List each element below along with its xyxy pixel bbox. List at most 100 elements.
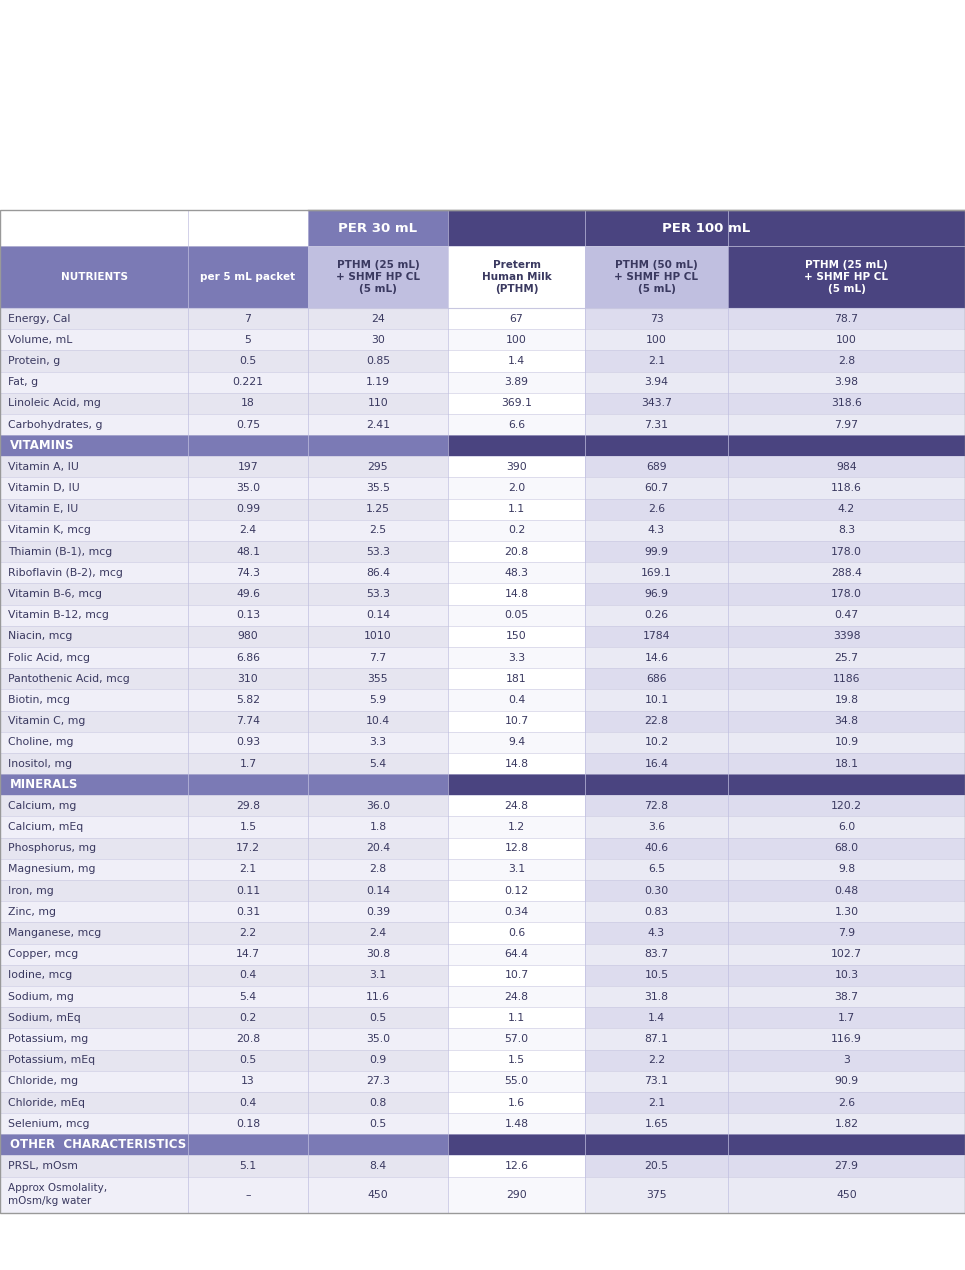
Text: 67: 67 <box>510 314 523 324</box>
Bar <box>448 1049 585 1071</box>
Text: 102.7: 102.7 <box>831 949 862 959</box>
Bar <box>448 246 585 309</box>
Text: Copper, mcg: Copper, mcg <box>8 949 78 959</box>
Text: Vitamin E, IU: Vitamin E, IU <box>8 504 78 514</box>
Bar <box>308 1029 448 1049</box>
Text: 35.0: 35.0 <box>235 483 260 493</box>
Bar <box>585 605 728 626</box>
Bar <box>0 456 188 478</box>
Bar <box>728 1092 965 1114</box>
Text: 1.2: 1.2 <box>508 822 525 832</box>
Text: 2.8: 2.8 <box>370 865 387 875</box>
Bar <box>308 414 448 436</box>
Bar <box>728 1156 965 1176</box>
Text: 73: 73 <box>649 314 663 324</box>
Text: 0.5: 0.5 <box>239 1055 257 1066</box>
Text: 1.30: 1.30 <box>835 907 859 917</box>
Bar <box>308 711 448 732</box>
Bar <box>308 690 448 711</box>
Bar <box>188 922 308 944</box>
Bar <box>585 499 728 519</box>
Text: 390: 390 <box>506 462 527 471</box>
Bar <box>585 986 728 1007</box>
Bar <box>585 944 728 965</box>
Bar <box>308 1114 448 1134</box>
Bar <box>0 605 188 626</box>
Text: 8.3: 8.3 <box>838 526 855 536</box>
Bar <box>308 456 448 478</box>
Bar <box>585 1049 728 1071</box>
Bar <box>188 732 308 753</box>
Text: 0.6: 0.6 <box>508 928 525 939</box>
Bar <box>728 541 965 563</box>
Bar <box>728 732 965 753</box>
Bar <box>0 965 188 986</box>
Bar <box>728 1007 965 1029</box>
Bar <box>308 732 448 753</box>
Bar <box>728 414 965 436</box>
Text: 20.4: 20.4 <box>366 843 390 853</box>
Bar <box>308 838 448 859</box>
Text: 24.8: 24.8 <box>505 801 529 810</box>
Text: 0.4: 0.4 <box>239 970 257 980</box>
Text: 0.13: 0.13 <box>235 610 260 620</box>
Bar <box>188 605 308 626</box>
Text: Vitamin A, IU: Vitamin A, IU <box>8 462 79 471</box>
Bar <box>448 626 585 646</box>
Bar <box>448 690 585 711</box>
Text: 10.4: 10.4 <box>366 716 390 726</box>
Bar <box>585 478 728 499</box>
Text: 10.7: 10.7 <box>505 970 529 980</box>
Bar <box>448 753 585 775</box>
Bar <box>308 1092 448 1114</box>
Text: 3.89: 3.89 <box>505 377 529 387</box>
Bar <box>728 478 965 499</box>
Text: 288.4: 288.4 <box>831 568 862 578</box>
Bar <box>0 732 188 753</box>
Bar <box>585 563 728 583</box>
Text: 0.14: 0.14 <box>366 885 390 895</box>
Text: 6.5: 6.5 <box>648 865 665 875</box>
Bar <box>308 795 448 817</box>
Bar <box>0 210 308 246</box>
Text: 4.3: 4.3 <box>648 526 665 536</box>
Text: Approx Osmolality,
mOsm/kg water: Approx Osmolality, mOsm/kg water <box>8 1184 107 1205</box>
Bar <box>728 902 965 922</box>
Text: 86.4: 86.4 <box>366 568 390 578</box>
Text: 0.14: 0.14 <box>366 610 390 620</box>
Text: 18.1: 18.1 <box>835 758 859 768</box>
Text: 0.221: 0.221 <box>233 377 263 387</box>
Text: NUTRIENTS: NUTRIENTS <box>61 272 127 282</box>
Text: 3.98: 3.98 <box>835 377 859 387</box>
Bar <box>728 711 965 732</box>
Text: 3.3: 3.3 <box>508 653 525 663</box>
Bar <box>188 309 308 329</box>
Text: –: – <box>245 1190 251 1200</box>
Bar <box>728 690 965 711</box>
Bar <box>0 563 188 583</box>
Text: 5.1: 5.1 <box>239 1161 257 1171</box>
Bar <box>728 456 965 478</box>
Text: 0.83: 0.83 <box>645 907 669 917</box>
Text: 14.6: 14.6 <box>645 653 669 663</box>
Bar <box>188 1156 308 1176</box>
Bar <box>585 414 728 436</box>
Bar <box>728 944 965 965</box>
Text: 0.47: 0.47 <box>835 610 859 620</box>
Text: Chloride, mEq: Chloride, mEq <box>8 1097 85 1107</box>
Bar <box>188 965 308 986</box>
Text: Energy, Cal: Energy, Cal <box>8 314 70 324</box>
Bar <box>0 372 188 392</box>
Bar <box>0 817 188 838</box>
Text: Vitamin C, mg: Vitamin C, mg <box>8 716 85 726</box>
Text: 5.82: 5.82 <box>236 695 260 705</box>
Bar <box>448 711 585 732</box>
Bar <box>188 1176 308 1213</box>
Text: 290: 290 <box>506 1190 527 1200</box>
Text: 5.4: 5.4 <box>239 992 257 1002</box>
Bar <box>585 753 728 775</box>
Text: 1.5: 1.5 <box>508 1055 525 1066</box>
Bar <box>728 392 965 414</box>
Text: 0.5: 0.5 <box>370 1012 387 1022</box>
Bar <box>585 795 728 817</box>
